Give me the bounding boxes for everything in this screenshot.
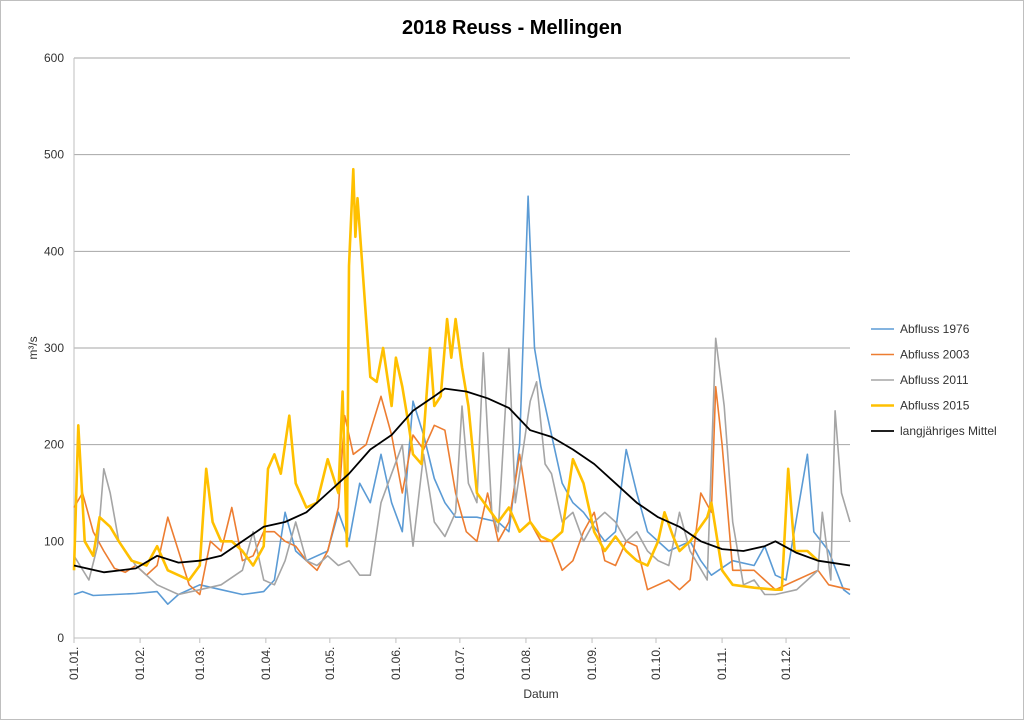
y-tick-label: 300 (44, 341, 64, 355)
x-axis-label: Datum (523, 687, 558, 701)
y-tick-label: 600 (44, 51, 64, 65)
legend-label: Abfluss 2003 (900, 348, 970, 362)
series-line (73, 385, 851, 596)
y-axis-label: m³/s (26, 336, 40, 359)
y-tick-label: 500 (44, 148, 64, 162)
y-tick-label: 100 (44, 534, 64, 548)
x-tick-label: 01.11. (715, 648, 729, 680)
x-tick-label: 01.01. (67, 647, 81, 680)
x-tick-label: 01.03. (193, 647, 207, 680)
x-tick-label: 01.02. (133, 647, 147, 680)
x-tick-label: 01.06. (389, 647, 403, 680)
series-line (72, 167, 819, 591)
y-tick-label: 400 (44, 244, 64, 258)
legend-label: Abfluss 2011 (900, 373, 969, 387)
legend-label: langjähriges Mittel (900, 424, 997, 438)
y-tick-label: 200 (44, 438, 64, 452)
series-line (73, 337, 851, 596)
x-tick-label: 01.12. (779, 647, 793, 680)
x-tick-label: 01.10. (649, 647, 663, 680)
legend-label: Abfluss 1976 (900, 322, 970, 336)
x-tick-label: 01.08. (519, 647, 533, 680)
legend-label: Abfluss 2015 (900, 399, 970, 413)
x-tick-label: 01.07. (453, 647, 467, 680)
y-tick-label: 0 (57, 631, 64, 645)
series-line (73, 195, 851, 605)
x-tick-label: 01.09. (585, 647, 599, 680)
x-tick-label: 01.05. (323, 647, 337, 680)
x-tick-label: 01.04. (259, 647, 273, 680)
series-line (73, 387, 851, 574)
chart-title: 2018 Reuss - Mellingen (402, 17, 622, 39)
